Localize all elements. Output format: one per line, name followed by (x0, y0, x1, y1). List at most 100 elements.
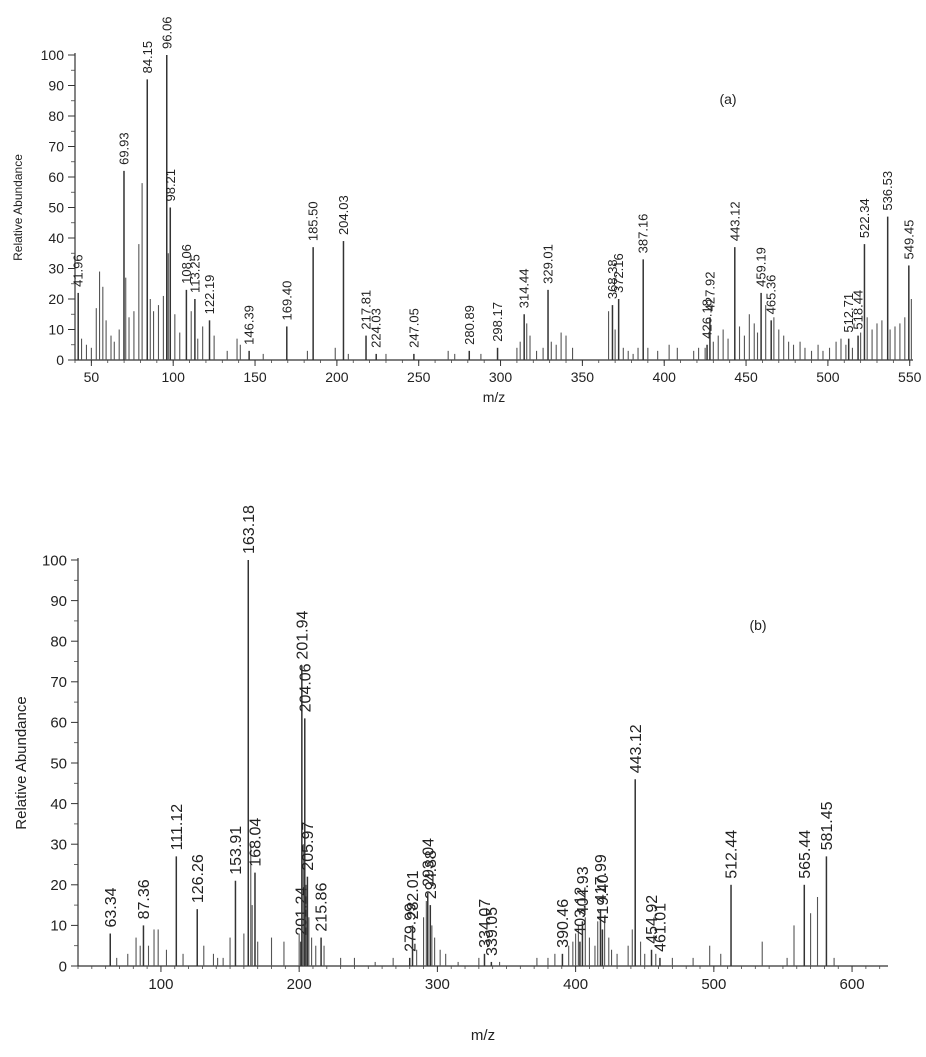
peak-label: 536.53 (880, 171, 895, 211)
x-tick-label: 300 (425, 976, 450, 993)
peak-label: 390.46 (555, 899, 572, 948)
peak-label: 426.18 (700, 299, 715, 339)
peak-label: 126.26 (190, 854, 207, 903)
peak-label: 403.12 (573, 887, 590, 936)
peak-label: 41.96 (71, 254, 86, 287)
peak-label: 185.50 (306, 201, 321, 241)
spectrum-panel-a: 50 100 150 200 250 300 350 400 450 500 550 0 10 20 30 4… (0, 0, 926, 430)
peak-label: 96.06 (159, 16, 174, 49)
x-axis-title: m/z (471, 1027, 495, 1044)
peak-label: 108.06 (179, 244, 194, 284)
y-tick-label: 30 (48, 260, 64, 276)
peak-label: 113.25 (187, 254, 202, 293)
peak-label: 163.18 (241, 505, 258, 554)
peak-label: 368.38 (605, 259, 620, 299)
y-tick-label: 20 (50, 877, 67, 894)
y-tick-label: 50 (48, 199, 64, 215)
peak-label: 459.19 (754, 247, 769, 287)
x-tick-label: 200 (325, 369, 349, 385)
peak-label: 512.71 (841, 293, 856, 333)
y-tick-label: 80 (50, 633, 67, 650)
peak-label: 282.01 (405, 870, 422, 919)
x-tick-label: 400 (563, 976, 588, 993)
peak-label: 204.06 (297, 663, 314, 712)
y-tick-label: 40 (50, 796, 67, 813)
peak-label: 280.89 (462, 305, 477, 345)
x-tick-label: 400 (653, 369, 677, 385)
x-tick-label: 550 (898, 369, 922, 385)
peak-label: 247.05 (406, 308, 421, 348)
x-tick-label: 50 (84, 369, 100, 385)
y-tick-label: 50 (50, 755, 67, 772)
peak-label: 518.44 (851, 290, 866, 330)
peak-label: 293.04 (420, 838, 437, 887)
spectrum-panel-b: 100 200 300 400 500 600 0 10 20 30 40 50 60 70 80 90 100… (0, 470, 926, 1057)
y-tick-label: 100 (42, 552, 67, 569)
y-axis-title: Relative Abundance (11, 154, 25, 261)
y-axis-title: Relative Abundance (13, 696, 30, 829)
y-tick-label: 80 (48, 108, 64, 124)
peak-label: 98.21 (163, 169, 178, 202)
y-tick-label: 20 (48, 291, 64, 307)
x-axis-title: m/z (483, 389, 506, 405)
peak-label: 404.93 (575, 866, 592, 915)
peak-label: 204.03 (336, 195, 351, 235)
peak-label: 217.81 (359, 290, 374, 330)
peak-label: 298.17 (490, 302, 505, 342)
y-tick-label: 70 (50, 674, 67, 691)
y-tick-label: 10 (50, 918, 67, 935)
x-tick-label: 500 (701, 976, 726, 993)
y-tick-label: 60 (48, 169, 64, 185)
y-tick-label: 100 (41, 47, 65, 63)
peak-label: 329.01 (541, 244, 556, 284)
peak-label: 581.45 (819, 801, 836, 850)
peak-label: 153.91 (228, 826, 245, 875)
x-tick-label: 100 (162, 369, 186, 385)
panel-label: (b) (749, 617, 766, 633)
peak-label: 549.45 (901, 220, 916, 260)
x-tick-label: 200 (287, 976, 312, 993)
peak-label: 427.92 (702, 272, 717, 312)
spectrum-chart-b: 100 200 300 400 500 600 0 10 20 30 40 50 60 70 80 90 100… (13, 505, 888, 1044)
peak-label: 87.36 (136, 879, 153, 919)
y-tick-label: 90 (48, 77, 64, 93)
peak-label: 522.34 (857, 198, 872, 238)
peak-label: 454.92 (644, 895, 661, 944)
y-tick-label: 70 (48, 138, 64, 154)
peak-label: 443.12 (727, 201, 742, 241)
peak-label: 63.34 (103, 887, 120, 927)
x-tick-label: 150 (243, 369, 267, 385)
peak-label: 512.44 (724, 830, 741, 879)
peak-label: 122.19 (202, 275, 217, 315)
peak-label: 417.99 (593, 854, 610, 903)
peak-label: 465.36 (764, 275, 779, 315)
peak-label: 565.44 (797, 830, 814, 879)
x-tick-label: 450 (734, 369, 758, 385)
y-tick-label: 90 (50, 593, 67, 610)
peak-label: 461.01 (653, 903, 670, 952)
x-tick-label: 100 (148, 976, 173, 993)
x-tick-label: 600 (840, 976, 865, 993)
y-tick-label: 10 (48, 321, 64, 337)
x-tick-label: 300 (489, 369, 513, 385)
y-tick-label: 30 (50, 836, 67, 853)
peak-label: 387.16 (636, 214, 651, 254)
x-tick-label: 350 (571, 369, 595, 385)
peak-label: 169.40 (279, 281, 294, 321)
peak-label: 215.86 (314, 883, 331, 932)
y-tick-label: 40 (48, 230, 64, 246)
peak-label: 205.97 (300, 822, 317, 871)
y-tick-label: 60 (50, 715, 67, 732)
peak-label: 334.07 (477, 899, 494, 948)
peak-label: 201.94 (294, 611, 311, 660)
peak-label: 224.03 (369, 308, 384, 348)
peak-label: 314.44 (517, 268, 532, 308)
peak-label: 339.05 (484, 907, 501, 956)
panel-label: (a) (719, 91, 736, 107)
peak-label: 69.93 (117, 132, 132, 165)
peak-label: 146.39 (242, 305, 257, 345)
peak-label: 294.88 (423, 850, 440, 899)
x-tick-label: 250 (407, 369, 431, 385)
spectrum-chart-a: 50 100 150 200 250 300 350 400 450 500 550 0 10 20 30 4… (11, 16, 922, 405)
peak-label: 84.15 (140, 41, 155, 74)
